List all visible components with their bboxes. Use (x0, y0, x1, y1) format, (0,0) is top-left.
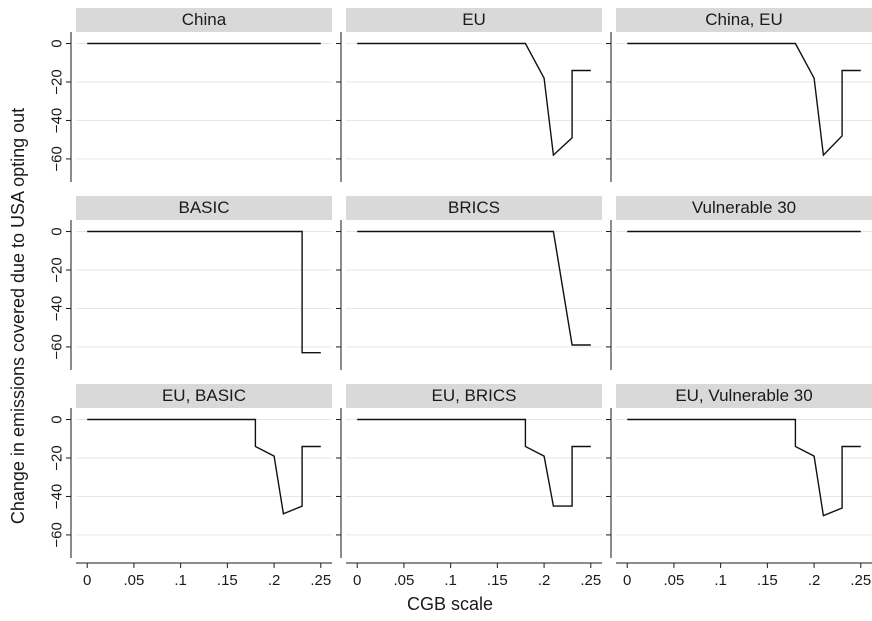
panel-title: BASIC (178, 198, 229, 217)
series-line (627, 44, 861, 156)
x-tick-label: .1 (174, 572, 187, 589)
x-tick-label: 0 (353, 572, 361, 589)
series-line (627, 420, 861, 516)
x-tick-label: .25 (850, 572, 871, 589)
y-tick-label: −60 (49, 146, 66, 171)
x-tick-label: .15 (487, 572, 508, 589)
x-tick-label: .15 (217, 572, 238, 589)
x-tick-label: 0 (623, 572, 631, 589)
x-tick-label: .1 (714, 572, 727, 589)
panel-title: EU, Vulnerable 30 (675, 386, 812, 405)
panel-3: China, EU (606, 8, 872, 182)
panel-4: BASIC 0 −20 −40 −60 (49, 196, 333, 370)
y-tick-label: −40 (49, 108, 66, 133)
x-tick-label: .05 (663, 572, 684, 589)
y-tick-label: −20 (49, 69, 66, 94)
panels-layer: China 0 −20 −40 −60 EU China, EU BASIC 0 −20 −40 −6… (49, 8, 872, 589)
panel-title: China, EU (705, 10, 782, 29)
x-tick-label: .2 (808, 572, 821, 589)
y-tick-label: 0 (49, 227, 66, 235)
y-tick-label: −40 (49, 484, 66, 509)
y-tick-label: −20 (49, 257, 66, 282)
series-line (357, 420, 591, 507)
panel-title: Vulnerable 30 (692, 198, 796, 217)
panel-7: EU, BASIC 0 −20 −40 −60 0 .05 .1 .15 .2 .25 (49, 384, 333, 589)
panel-6: Vulnerable 30 (606, 196, 872, 370)
panel-title: BRICS (448, 198, 500, 217)
x-axis-title: CGB scale (407, 594, 493, 614)
panel-title: China (182, 10, 227, 29)
y-tick-label: 0 (49, 415, 66, 423)
series-line (357, 44, 591, 156)
y-axis-title: Change in emissions covered due to USA o… (8, 108, 28, 524)
x-tick-label: 0 (83, 572, 91, 589)
y-tick-label: −40 (49, 296, 66, 321)
y-tick-label: −20 (49, 445, 66, 470)
panel-2: EU (336, 8, 602, 182)
y-tick-label: −60 (49, 522, 66, 547)
x-tick-label: .2 (538, 572, 551, 589)
y-tick-label: 0 (49, 39, 66, 47)
series-line (87, 232, 321, 353)
x-tick-label: .2 (268, 572, 281, 589)
x-tick-label: .25 (310, 572, 331, 589)
panel-5: BRICS (336, 196, 602, 370)
x-tick-label: .05 (393, 572, 414, 589)
x-tick-label: .1 (444, 572, 457, 589)
panel-9: EU, Vulnerable 30 0 .05 .1 .15 .2 .25 (606, 384, 872, 589)
x-tick-label: .05 (123, 572, 144, 589)
x-tick-label: .15 (757, 572, 778, 589)
panel-1: China 0 −20 −40 −60 (49, 8, 333, 182)
series-line (357, 232, 591, 346)
x-tick-label: .25 (580, 572, 601, 589)
panel-title: EU (462, 10, 486, 29)
series-line (87, 420, 321, 514)
panel-8: EU, BRICS 0 .05 .1 .15 .2 .25 (336, 384, 602, 589)
panel-title: EU, BASIC (162, 386, 246, 405)
panel-title: EU, BRICS (431, 386, 516, 405)
y-tick-label: −60 (49, 334, 66, 359)
